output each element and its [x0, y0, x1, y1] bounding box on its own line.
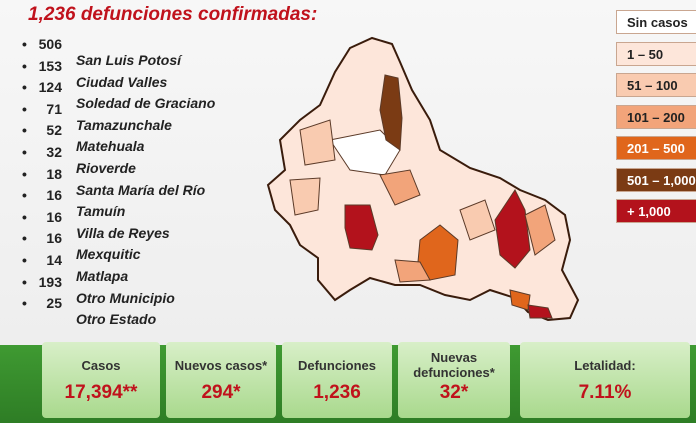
stat-label: Casos — [81, 357, 121, 373]
stat-label: Nuevos casos* — [174, 357, 268, 373]
count: 25 — [46, 295, 62, 312]
bullet: • — [22, 36, 27, 52]
legend-item: 51 – 100 — [616, 73, 696, 97]
legend-item: Sin casos — [616, 10, 696, 34]
municipality-name: Santa María del Río — [76, 181, 206, 198]
municipality-name: Ciudad Valles — [76, 73, 168, 90]
bullet: • — [22, 187, 27, 204]
municipality-name: Matehuala — [76, 138, 145, 155]
bullet: • — [22, 273, 27, 290]
count: 52 — [46, 122, 62, 139]
stat-box: Defunciones 1,236 — [282, 342, 392, 418]
count: 124 — [38, 79, 62, 96]
count: 16 — [46, 187, 62, 204]
region — [289, 177, 321, 216]
stat-value: 32* — [439, 382, 469, 403]
bullet: • — [22, 79, 27, 96]
region — [509, 289, 531, 311]
bullet: • — [22, 230, 27, 247]
region — [527, 304, 553, 319]
count: 14 — [46, 252, 62, 268]
count: 32 — [46, 144, 62, 160]
municipality-name: Villa de Reyes — [76, 224, 170, 241]
stat-box: Nuevas defunciones* 32* — [398, 342, 510, 418]
bullet: • — [22, 100, 27, 117]
region — [379, 169, 421, 206]
legend-item: 201 – 500 — [616, 136, 696, 160]
bullet: • — [22, 208, 27, 225]
municipality-name: Otro Municipio — [76, 289, 175, 306]
legend-item: 1 – 50 — [616, 41, 696, 66]
count: 153 — [38, 57, 62, 74]
municipality-name: Otro Estado — [76, 311, 157, 328]
region — [299, 119, 336, 166]
count: 16 — [46, 230, 62, 247]
list-row: • 16 Mexquitic — [22, 230, 141, 262]
stat-box: Letalidad: 7.11% — [520, 342, 690, 418]
list-row: • 16 Tamuín — [22, 187, 125, 219]
region — [459, 199, 496, 241]
bullet: • — [22, 57, 27, 74]
count: 71 — [46, 100, 62, 117]
municipality-name: Mexquitic — [76, 246, 141, 263]
region — [344, 204, 379, 251]
list-row: • 18 Santa María del Río — [22, 165, 205, 198]
stat-box: Nuevos casos* 294* — [166, 342, 276, 418]
stat-box: Casos 17,394** — [42, 342, 160, 418]
bullet: • — [22, 122, 27, 139]
list-row: • 124 Soledad de Graciano — [22, 79, 215, 111]
bullet: • — [22, 252, 27, 268]
stat-label: Nuevas defunciones* — [413, 350, 495, 380]
legend-item: 101 – 200 — [616, 104, 696, 129]
stat-value: 294* — [201, 382, 241, 403]
list-row: • 25 Otro Estado — [22, 295, 156, 327]
region — [329, 129, 401, 176]
stat-value: 1,236 — [313, 382, 361, 403]
stat-label: Letalidad: — [574, 357, 636, 373]
list-row: • 506 San Luis Potosí — [22, 36, 181, 68]
title: 1,236 defunciones confirmadas: — [28, 4, 318, 25]
municipality-name: Rioverde — [76, 160, 136, 176]
list-row: • 32 Rioverde — [22, 144, 136, 176]
municipality-name: Matlapa — [76, 268, 129, 284]
region — [379, 74, 403, 151]
legend-item: + 1,000 — [616, 199, 696, 223]
region — [524, 204, 556, 256]
count: 16 — [46, 208, 62, 225]
bullet: • — [22, 295, 27, 312]
municipality-name: Tamuín — [76, 203, 126, 220]
region — [494, 189, 531, 269]
stat-value: 7.11% — [578, 382, 632, 403]
count: 18 — [46, 165, 62, 182]
stat-value: 17,394** — [64, 382, 138, 403]
municipality-name: Tamazunchale — [76, 116, 172, 133]
list-row: • 193 Otro Municipio — [22, 273, 175, 306]
municipality-name: San Luis Potosí — [76, 52, 182, 68]
list-row: • 16 Villa de Reyes — [22, 208, 170, 241]
stat-label: Defunciones — [297, 357, 376, 373]
list-row: • 153 Ciudad Valles — [22, 57, 167, 90]
count: 506 — [38, 36, 62, 52]
list-row: • 71 Tamazunchale — [22, 100, 172, 133]
list-row: • 52 Matehuala — [22, 122, 144, 154]
count: 193 — [38, 273, 62, 290]
region — [394, 259, 431, 283]
municipality-name: Soledad de Graciano — [76, 95, 216, 112]
bullet: • — [22, 144, 27, 160]
legend-item: 501 – 1,000 — [616, 167, 696, 192]
list-row: • 14 Matlapa — [22, 252, 128, 284]
bullet: • — [22, 165, 27, 182]
